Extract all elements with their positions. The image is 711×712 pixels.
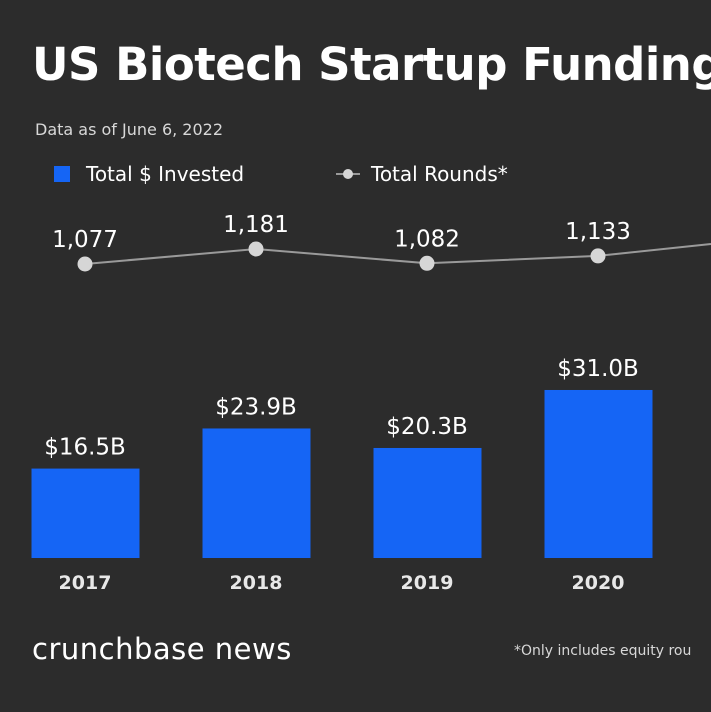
legend-label-rounds: Total Rounds* <box>371 162 508 186</box>
bar-2017 <box>31 468 140 558</box>
bar-2018 <box>202 428 311 558</box>
brand-logo-text: crunchbase news <box>32 632 292 666</box>
footnote: *Only includes equity rou <box>514 643 692 659</box>
bar-value-label-2019: $20.3B <box>386 414 468 440</box>
rounds-label-2019: 1,082 <box>394 226 460 252</box>
rounds-point-2018 <box>248 241 264 257</box>
legend-swatch-rounds <box>336 169 360 179</box>
x-tick-label-2020: 2020 <box>572 572 625 594</box>
bar-2020 <box>544 389 653 558</box>
bar-2019 <box>373 447 482 558</box>
bar-value-label-2017: $16.5B <box>44 435 126 461</box>
x-tick-label-2018: 2018 <box>230 572 283 594</box>
legend-swatch-invested <box>54 166 70 182</box>
rounds-label-2018: 1,181 <box>223 212 289 238</box>
rounds-label-2020: 1,133 <box>565 219 631 245</box>
bar-value-label-2018: $23.9B <box>215 394 297 420</box>
x-tick-label-2019: 2019 <box>401 572 454 594</box>
rounds-point-2017 <box>77 256 93 272</box>
chart-subtitle: Data as of June 6, 2022 <box>35 120 224 139</box>
chart-title: US Biotech Startup Funding <box>32 38 711 91</box>
x-tick-label-2017: 2017 <box>59 572 112 594</box>
chart-plot: 1,077 1,181 1,082 1,133 $16.5B 2017 $23.9B 2018… <box>31 212 711 594</box>
rounds-point-2019 <box>419 255 435 271</box>
rounds-point-2020 <box>590 248 606 264</box>
bar-value-label-2020: $31.0B <box>557 356 639 382</box>
rounds-label-2017: 1,077 <box>52 227 118 253</box>
legend-label-invested: Total $ Invested <box>86 162 245 186</box>
